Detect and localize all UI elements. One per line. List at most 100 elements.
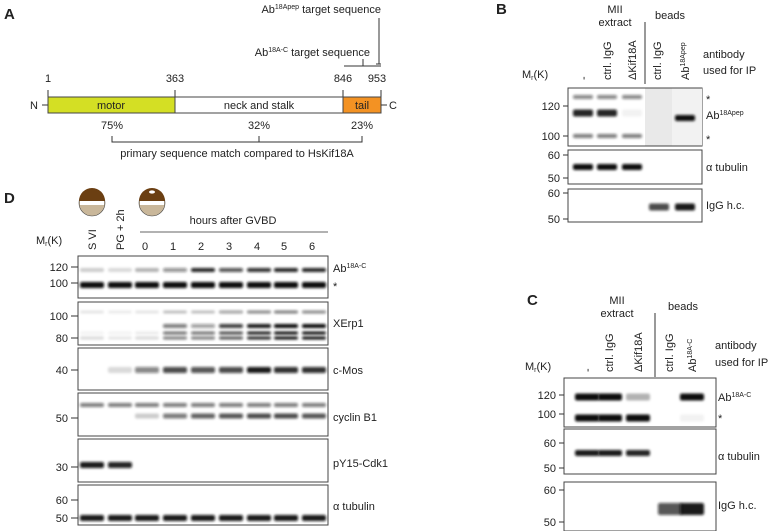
panel-label-b: B xyxy=(496,1,507,18)
band xyxy=(135,282,159,288)
band xyxy=(626,393,650,401)
position-label: 363 xyxy=(166,73,184,85)
band xyxy=(108,462,132,468)
match-percent: 32% xyxy=(248,120,270,132)
mr-label: Mr(K) xyxy=(36,235,62,248)
band xyxy=(191,515,215,521)
c-target-label: Ab18A-C target sequence xyxy=(255,47,370,59)
mr-label: Mr(K) xyxy=(522,69,548,82)
mr-tick: 60 xyxy=(548,188,560,200)
oocyte-icon xyxy=(138,188,166,217)
mr-tick: 100 xyxy=(50,278,68,290)
band xyxy=(80,310,104,314)
band xyxy=(219,324,243,328)
band xyxy=(274,367,298,373)
band-label-tubulin: α tubulin xyxy=(706,162,748,174)
mr-tick: 60 xyxy=(544,438,556,450)
mr-tick: 50 xyxy=(544,463,556,475)
band xyxy=(135,403,159,407)
blot-membrane xyxy=(77,438,329,483)
band-label-py15-cdk1: pY15-Cdk1 xyxy=(333,458,388,470)
band xyxy=(135,413,159,419)
lane-label-ab: Ab18A-C xyxy=(687,339,699,372)
band xyxy=(80,331,104,335)
band xyxy=(80,515,104,521)
band xyxy=(622,95,642,99)
antibody-caption: used for IP xyxy=(715,357,768,369)
band xyxy=(302,336,326,340)
band xyxy=(191,336,215,340)
lane-label: - xyxy=(582,368,594,372)
band xyxy=(219,515,243,521)
blot-membrane xyxy=(567,188,703,223)
mr-tick: 40 xyxy=(56,365,68,377)
band xyxy=(302,331,326,335)
band-label-ab18apep: Ab18Apep xyxy=(706,110,744,122)
band xyxy=(219,367,243,373)
band xyxy=(680,414,704,422)
band xyxy=(135,336,159,340)
mr-tick: 50 xyxy=(544,517,556,529)
nonspecific-band-marker: * xyxy=(718,413,723,425)
band xyxy=(626,450,650,456)
band xyxy=(302,310,326,314)
blot-membrane xyxy=(77,484,329,526)
band xyxy=(163,336,187,340)
lane-label: ctrl. IgG xyxy=(604,333,616,372)
group-extract: extract xyxy=(598,17,631,29)
band-label-xerp1: XErp1 xyxy=(333,318,364,330)
band xyxy=(80,336,104,340)
band xyxy=(108,336,132,340)
c-target-bracket xyxy=(344,59,381,67)
antibody-caption: antibody xyxy=(715,340,757,352)
band xyxy=(191,282,215,288)
nonspecific-band-marker: * xyxy=(333,281,338,293)
band xyxy=(274,282,298,288)
mr-tick: 50 xyxy=(548,173,560,185)
band-label-cyclin-b1: cyclin B1 xyxy=(333,412,377,424)
band xyxy=(108,268,132,272)
band xyxy=(597,134,617,138)
band xyxy=(163,268,187,272)
band xyxy=(163,310,187,314)
band xyxy=(219,413,243,419)
nonspecific-band-marker: * xyxy=(706,94,711,106)
band xyxy=(597,164,617,170)
mr-tick: 120 xyxy=(50,262,68,274)
band xyxy=(575,393,599,401)
antibody-caption: antibody xyxy=(703,49,745,61)
match-bracket xyxy=(111,136,363,143)
band xyxy=(219,336,243,340)
mr-tick: 30 xyxy=(56,462,68,474)
band xyxy=(274,515,298,521)
mr-tick: 60 xyxy=(544,485,556,497)
band xyxy=(247,367,271,373)
group-beads: beads xyxy=(668,301,698,313)
mr-ticks-d: 120 100 100 80 40 50 30 60 50 xyxy=(50,262,78,525)
band xyxy=(191,310,215,314)
band xyxy=(622,164,642,170)
blot-membrane xyxy=(77,347,329,391)
band xyxy=(108,282,132,288)
band xyxy=(302,515,326,521)
band xyxy=(163,282,187,288)
mr-tick: 100 xyxy=(542,131,560,143)
oocyte-icon xyxy=(78,188,106,217)
group-extract: MII xyxy=(607,4,622,16)
band xyxy=(163,515,187,521)
band xyxy=(191,403,215,407)
group-beads: beads xyxy=(655,10,685,22)
mr-tick: 50 xyxy=(56,513,68,525)
band xyxy=(191,413,215,419)
lane-label: 4 xyxy=(254,241,260,253)
domain-label: motor xyxy=(97,100,125,112)
mr-tick: 50 xyxy=(56,413,68,425)
band xyxy=(274,403,298,407)
band xyxy=(219,310,243,314)
blots-c xyxy=(563,377,717,531)
band xyxy=(247,336,271,340)
n-terminus: N xyxy=(30,100,38,112)
band xyxy=(163,324,187,328)
blot-membrane xyxy=(77,255,329,299)
band xyxy=(191,268,215,272)
